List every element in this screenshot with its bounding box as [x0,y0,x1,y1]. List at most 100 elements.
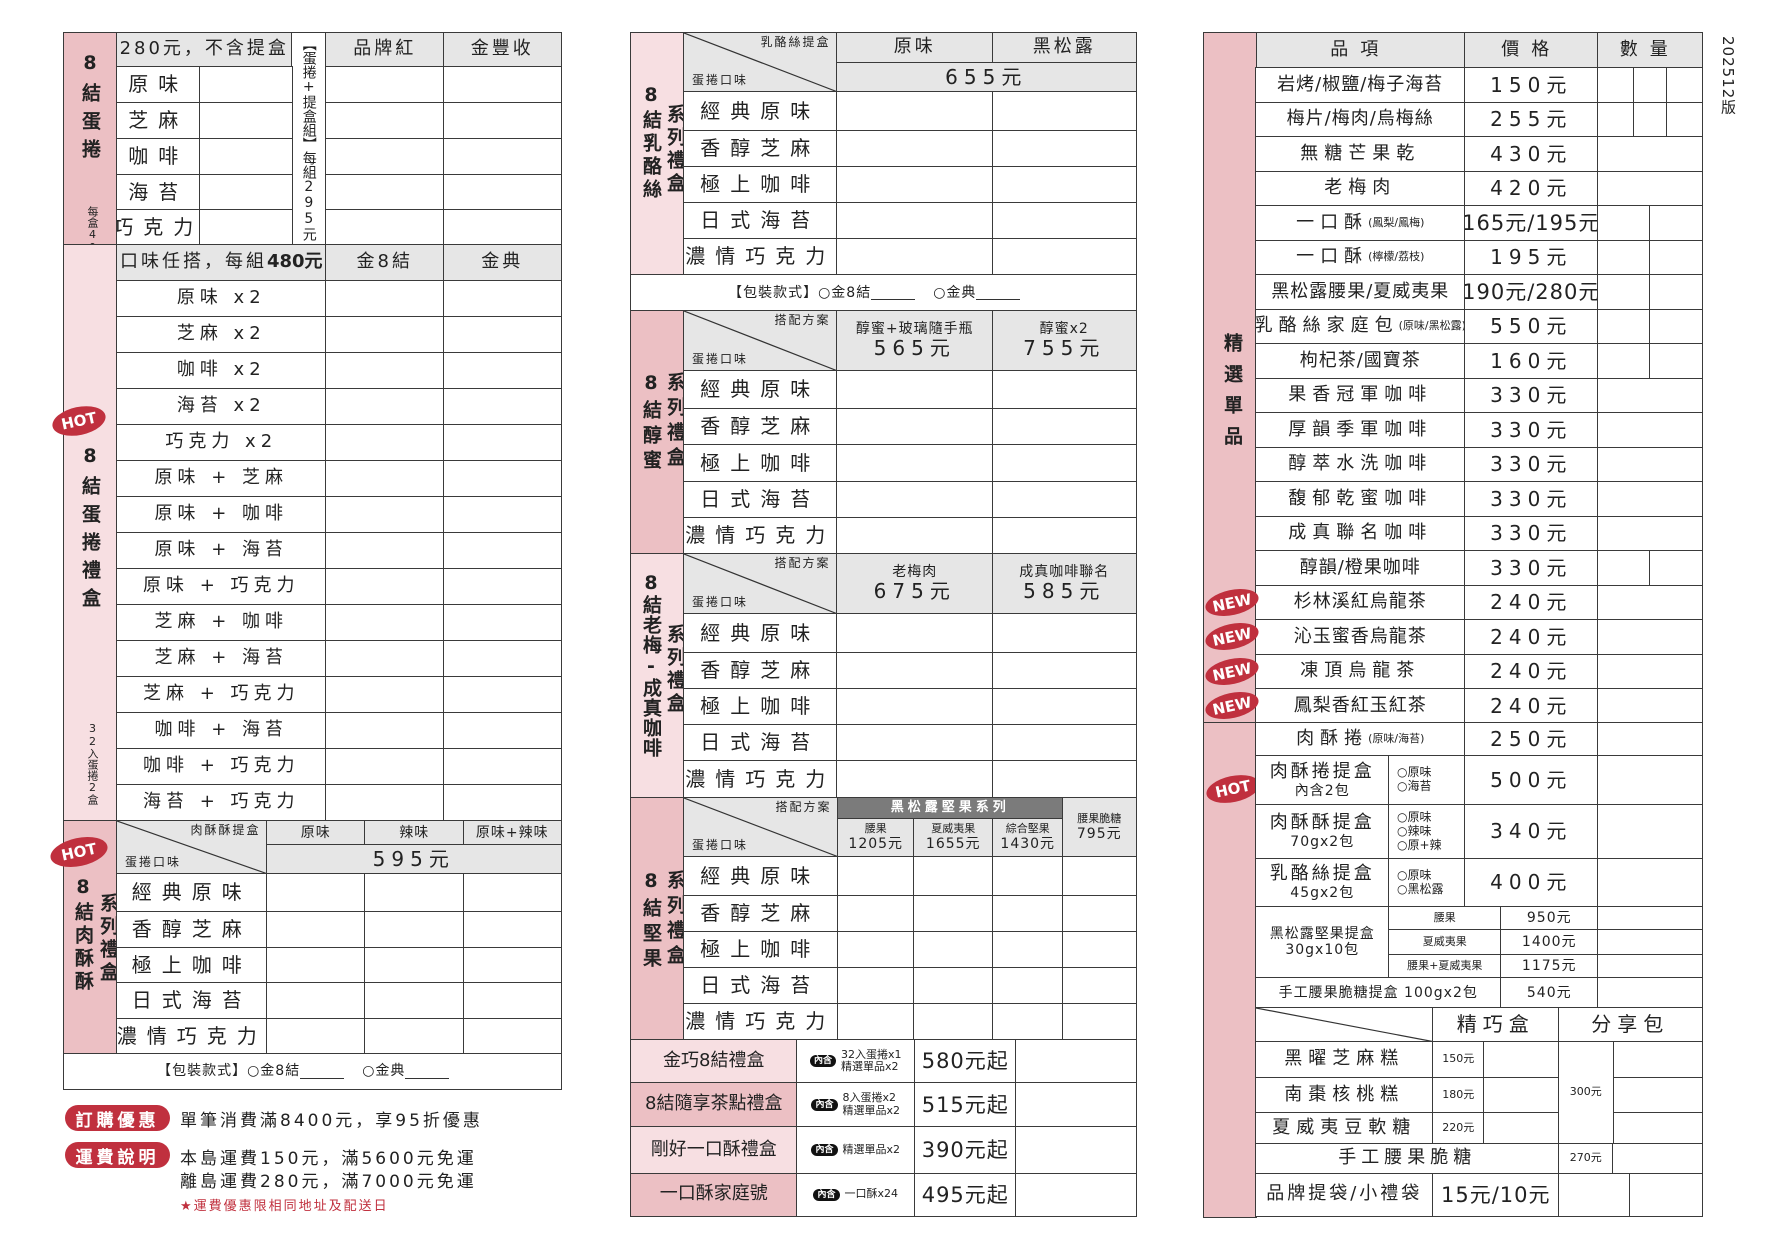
quantity-input-cell[interactable] [836,652,994,690]
packaging-option-gold8[interactable]: ○金8結 [247,1063,301,1080]
quantity-input-cell[interactable] [463,911,562,949]
quantity-input-cell[interactable] [1062,1003,1137,1041]
quantity-input-cell[interactable] [325,352,445,390]
quantity-input-cell[interactable] [1597,688,1703,724]
quantity-input-cell[interactable] [325,209,445,246]
quantity-input-cell[interactable] [199,174,293,211]
quantity-input-cell[interactable] [1597,377,1703,414]
quantity-input-cell[interactable] [1649,239,1703,276]
quantity-input-cell[interactable] [992,856,1064,897]
quantity-input-cell[interactable] [364,947,465,984]
quantity-input-cell[interactable] [992,238,1137,276]
quantity-input-cell[interactable] [443,748,562,786]
quantity-input-cell[interactable] [325,138,445,176]
quantity-input-cell[interactable] [443,712,562,750]
quantity-input-cell[interactable] [1597,929,1703,956]
quantity-input-cell[interactable] [1597,722,1703,757]
quantity-input-cell[interactable] [266,982,366,1020]
quantity-input-cell[interactable] [1597,239,1651,276]
quantity-input-cell[interactable] [463,1018,562,1055]
quantity-input-cell[interactable] [1015,1126,1137,1175]
quantity-input-cell[interactable] [443,138,562,176]
quantity-input-cell[interactable] [325,784,445,822]
packaging-option-classic[interactable]: ○金典 [362,1063,406,1080]
quantity-input-cell[interactable] [837,895,915,933]
quantity-input-cell[interactable] [992,724,1137,762]
quantity-input-cell[interactable] [443,316,562,354]
quantity-input-cell[interactable] [836,130,994,168]
quantity-input-cell[interactable] [1649,308,1703,345]
quantity-input-cell[interactable] [1649,274,1703,310]
quantity-input-cell[interactable] [443,460,562,498]
quantity-input-cell[interactable] [1666,67,1703,103]
quantity-input-cell[interactable] [1597,550,1651,586]
quantity-input-cell[interactable] [325,424,445,462]
quantity-input-cell[interactable] [443,676,562,714]
quantity-input-cell[interactable] [1597,619,1703,655]
quantity-input-cell[interactable] [443,424,562,462]
quantity-input-cell[interactable] [325,676,445,714]
quantity-input-cell[interactable] [836,166,994,204]
quantity-input-cell[interactable] [836,481,994,519]
quantity-input-cell[interactable] [1483,1112,1560,1145]
quantity-input-cell[interactable] [443,784,562,822]
quantity-input-cell[interactable] [836,91,994,132]
quantity-input-cell[interactable] [463,947,562,984]
quantity-input-cell[interactable] [837,967,915,1005]
quantity-input-cell[interactable] [199,102,293,140]
packaging-option-gold8[interactable]: ○金8結 [818,284,872,301]
quantity-input-cell[interactable] [325,316,445,354]
packaging-option-classic[interactable]: ○金典 [933,284,977,301]
quantity-input-cell[interactable] [1597,446,1703,483]
quantity-input-cell[interactable] [325,460,445,498]
quantity-input-cell[interactable] [836,370,994,410]
quantity-input-cell[interactable] [1062,931,1137,969]
quantity-input-cell[interactable] [443,532,562,570]
quantity-input-cell[interactable] [266,1018,366,1055]
quantity-input-cell[interactable] [1597,308,1651,345]
quantity-input-cell[interactable] [364,911,465,949]
quantity-input-cell[interactable] [1597,412,1703,448]
quantity-input-cell[interactable] [325,174,445,211]
quantity-input-cell[interactable] [992,481,1137,519]
quantity-input-cell[interactable] [992,166,1137,204]
quantity-input-cell[interactable] [443,568,562,606]
quantity-input-cell[interactable] [1597,755,1703,806]
quantity-input-cell[interactable] [266,947,366,984]
quantity-input-cell[interactable] [325,604,445,642]
quantity-input-cell[interactable] [443,388,562,426]
quantity-input-cell[interactable] [1062,967,1137,1005]
quantity-input-cell[interactable] [1633,101,1668,138]
quantity-input-cell[interactable] [1597,804,1703,860]
quantity-input-cell[interactable] [364,873,465,913]
quantity-input-cell[interactable] [992,1003,1064,1041]
quantity-input-cell[interactable] [325,748,445,786]
flavor-option-radio[interactable]: ○原味 [1397,765,1432,780]
quantity-input-cell[interactable] [992,613,1137,654]
quantity-input-cell[interactable] [992,652,1137,690]
quantity-input-cell[interactable] [199,209,293,246]
quantity-input-cell[interactable] [1483,1077,1560,1114]
flavor-option-radio[interactable]: ○原+辣 [1397,837,1442,852]
quantity-input-cell[interactable] [1597,584,1703,621]
quantity-input-cell[interactable] [1015,1173,1137,1217]
quantity-input-cell[interactable] [1015,1039,1137,1084]
quantity-input-cell[interactable] [992,688,1137,726]
quantity-input-cell[interactable] [1612,1041,1703,1079]
quantity-input-cell[interactable] [443,496,562,534]
quantity-input-cell[interactable] [1062,895,1137,933]
quantity-input-cell[interactable] [837,856,915,897]
quantity-input-cell[interactable] [836,760,994,799]
quantity-input-cell[interactable] [443,209,562,246]
quantity-input-cell[interactable] [836,613,994,654]
quantity-input-cell[interactable] [992,408,1137,446]
quantity-input-cell[interactable] [837,1003,915,1041]
quantity-input-cell[interactable] [1649,343,1703,379]
quantity-input-cell[interactable] [443,174,562,211]
quantity-input-cell[interactable] [836,517,994,555]
quantity-input-cell[interactable] [266,911,366,949]
quantity-input-cell[interactable] [1597,858,1703,908]
quantity-input-cell[interactable] [443,604,562,642]
quantity-input-cell[interactable] [992,895,1064,933]
quantity-input-cell[interactable] [443,352,562,390]
